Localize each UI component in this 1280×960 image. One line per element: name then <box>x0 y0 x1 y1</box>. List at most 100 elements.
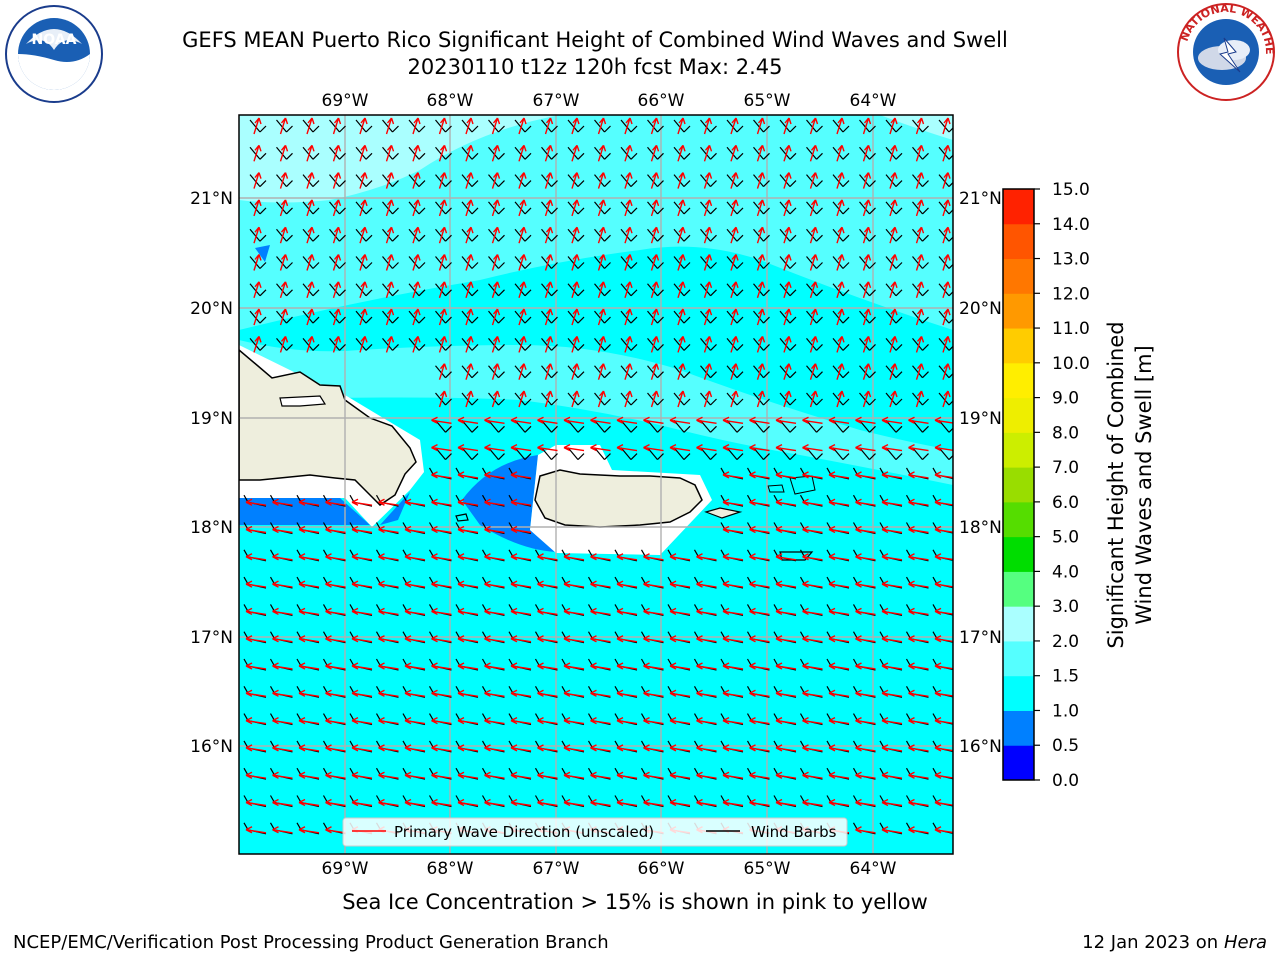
wave-direction-arrow <box>438 144 448 162</box>
wave-direction-arrow <box>802 798 823 807</box>
lon-label: 66°W <box>638 91 685 111</box>
wave-direction-arrow <box>722 580 744 588</box>
lon-label: 65°W <box>744 91 791 111</box>
wave-direction-arrow <box>457 525 479 534</box>
wave-direction-arrow <box>669 416 691 424</box>
wave-height-1p5-band <box>239 340 953 485</box>
wave-direction-arrow <box>279 281 289 299</box>
wave-direction-arrow <box>571 281 580 299</box>
colorbar-tick-label: 14.0 <box>1052 215 1090 235</box>
wave-direction-arrow <box>253 281 262 299</box>
wave-direction-arrow <box>881 716 903 725</box>
wave-direction-arrow <box>828 771 850 779</box>
wind-barb <box>488 447 505 461</box>
wave-direction-arrow <box>809 172 819 189</box>
wave-direction-arrow <box>457 771 479 779</box>
wave-direction-arrow <box>624 335 633 353</box>
wind-barb <box>461 201 479 215</box>
wind-barb <box>673 256 691 269</box>
wind-barb <box>435 228 452 242</box>
wave-direction-arrow <box>272 689 293 697</box>
wind-barb <box>647 310 664 324</box>
wind-barb <box>832 392 850 406</box>
wave-direction-arrow <box>624 172 633 189</box>
wind-barb <box>885 256 903 269</box>
wind-barb <box>912 338 929 351</box>
lon-labels-bottom: 69°W 68°W 67°W 66°W 65°W 64°W <box>322 859 897 879</box>
wave-direction-arrow <box>563 662 585 670</box>
wind-barb <box>700 119 717 133</box>
wave-direction-arrow <box>855 580 876 588</box>
wind-barb <box>859 419 876 433</box>
wave-direction-arrow <box>351 744 373 752</box>
wind-barb <box>859 365 876 379</box>
wind-barb <box>832 201 850 215</box>
wind-barb <box>859 310 876 324</box>
wave-direction-arrow <box>325 662 346 670</box>
wave-direction-arrow <box>775 662 797 670</box>
wave-direction-arrow <box>677 172 686 189</box>
wave-direction-arrow <box>624 390 633 408</box>
wave-direction-arrow <box>643 607 664 616</box>
wind-barb <box>514 201 532 215</box>
wave-direction-arrow <box>404 580 426 588</box>
wave-direction-arrow <box>465 390 474 408</box>
wave-direction-arrow <box>862 363 872 380</box>
wave-direction-arrow <box>457 716 479 725</box>
wave-direction-arrow <box>253 308 262 326</box>
wave-direction-arrow <box>908 443 929 452</box>
wave-direction-arrow <box>915 117 925 135</box>
wind-barb <box>859 146 876 160</box>
wave-direction-arrow <box>942 254 951 271</box>
wave-direction-arrow <box>590 716 611 725</box>
wave-direction-arrow <box>650 117 660 135</box>
wave-direction-arrow <box>616 716 638 725</box>
wave-direction-arrow <box>457 662 479 670</box>
wave-direction-arrow <box>722 771 744 779</box>
map-subtitle: 20230110 t12z 120h fcst Max: 2.45 <box>407 55 783 79</box>
wind-barb <box>567 119 585 133</box>
wind-barb <box>408 338 426 351</box>
wind-barb <box>700 201 717 215</box>
wave-direction-arrow <box>756 199 766 217</box>
colorbar-tick-label: 2.0 <box>1052 632 1079 652</box>
wind-barb <box>461 447 479 461</box>
wave-direction-arrow <box>590 798 611 807</box>
wind-barb <box>806 228 823 242</box>
wave-direction-arrow <box>934 553 953 561</box>
wind-barb <box>885 174 903 188</box>
wave-direction-arrow <box>828 635 850 643</box>
wave-direction-arrow <box>298 771 320 779</box>
wave-direction-arrow <box>404 771 426 779</box>
wave-direction-arrow <box>862 308 872 326</box>
wind-barb <box>435 419 452 433</box>
wave-direction-arrow <box>510 662 532 670</box>
wave-direction-arrow <box>624 308 633 326</box>
wave-direction-arrow <box>544 199 554 217</box>
wave-direction-arrow <box>537 607 558 616</box>
wind-barb <box>249 201 267 215</box>
wind-barb <box>355 338 373 351</box>
land-hispaniola <box>239 349 417 506</box>
wave-direction-arrow <box>783 172 792 189</box>
wave-direction-arrow <box>908 689 929 697</box>
wave-direction-arrow <box>571 363 580 380</box>
wind-barb <box>779 365 797 379</box>
wind-barb <box>620 228 638 242</box>
wave-direction-arrow <box>908 771 929 779</box>
wind-barb <box>753 392 770 406</box>
wave-direction-arrow <box>484 471 505 479</box>
wave-direction-arrow <box>590 635 611 643</box>
wave-direction-arrow <box>597 281 607 299</box>
wind-barb <box>647 119 664 133</box>
wave-direction-arrow <box>696 635 717 643</box>
wave-direction-arrow <box>624 144 633 162</box>
wave-direction-arrow <box>749 471 770 479</box>
wind-barb <box>885 228 903 242</box>
wave-direction-arrow <box>279 254 289 271</box>
wave-direction-arrow <box>404 689 426 697</box>
wave-direction-arrow <box>253 199 262 217</box>
wave-direction-arrow <box>889 390 898 408</box>
wind-barb <box>382 201 399 215</box>
wind-barb <box>408 283 426 297</box>
